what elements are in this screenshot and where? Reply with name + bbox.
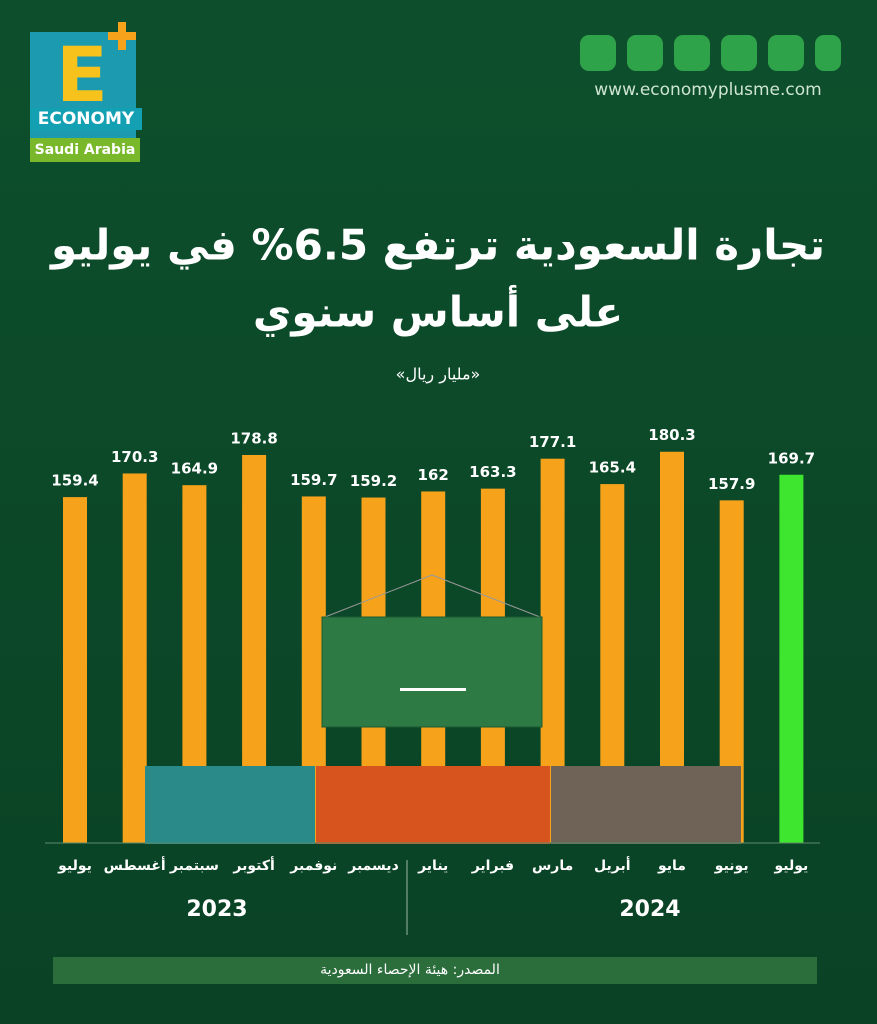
social-icon[interactable] <box>674 35 710 71</box>
social-icon[interactable] <box>815 35 841 71</box>
value-label: 165.4 <box>589 459 636 477</box>
value-label: 178.8 <box>230 430 277 448</box>
x-tick-label: فبراير <box>471 858 514 874</box>
container <box>321 616 543 728</box>
container <box>316 766 550 844</box>
logo-name: ECONOMY <box>38 109 135 129</box>
x-tick-label: أبريل <box>594 856 631 874</box>
value-label: 159.7 <box>290 471 337 489</box>
logo: E ECONOMY Saudi Arabia <box>30 22 142 162</box>
social-icon[interactable] <box>768 35 804 71</box>
x-tick-label: أكتوبر <box>232 856 274 874</box>
value-label: 164.9 <box>171 460 218 478</box>
x-tick-label: مارس <box>532 858 573 874</box>
value-label: 159.2 <box>350 472 397 490</box>
logo-band <box>30 108 142 130</box>
bar <box>122 473 147 843</box>
x-tick-label: يوليو <box>774 858 809 874</box>
container <box>145 766 315 844</box>
bar <box>63 497 87 843</box>
crane-cable <box>324 574 433 618</box>
source-band <box>53 957 817 984</box>
value-label: 180.3 <box>648 426 695 444</box>
logo-region: Saudi Arabia <box>35 142 136 158</box>
value-label: 169.7 <box>768 449 815 467</box>
value-label: 162 <box>418 466 449 484</box>
x-tick-label: مايو <box>657 858 686 874</box>
value-label: 159.4 <box>51 472 98 490</box>
logo-region-band <box>30 138 140 162</box>
group-label: 2024 <box>619 897 680 922</box>
crane-cable <box>431 574 541 618</box>
social-icon[interactable] <box>580 35 616 71</box>
chart-subtitle: «مليار ريال» <box>396 365 481 385</box>
x-tick-label: نوفمبر <box>289 858 337 874</box>
value-label: 170.3 <box>111 448 158 466</box>
chart-title: على أساس سنوي <box>253 285 623 338</box>
value-label: 177.1 <box>529 433 576 451</box>
social-icons <box>580 35 841 71</box>
flag-sword <box>400 688 466 691</box>
chart-title: تجارة السعودية ترتفع 6.5% في يوليو <box>49 221 825 271</box>
containers <box>145 574 741 844</box>
social-icon[interactable] <box>721 35 757 71</box>
bar <box>779 474 804 843</box>
group-label: 2023 <box>186 897 247 922</box>
x-tick-label: سبتمبر <box>169 858 219 874</box>
source: المصدر: هيئة الإحصاء السعودية <box>320 962 500 978</box>
x-tick-label: أغسطس <box>104 856 166 874</box>
logo-letter: E <box>56 30 108 119</box>
value-label: 163.3 <box>469 463 516 481</box>
container <box>551 766 741 844</box>
social-icon[interactable] <box>627 35 663 71</box>
x-tick-label: يوليو <box>57 858 92 874</box>
x-tick-label: ديسمبر <box>347 858 399 874</box>
logo-plus <box>108 32 136 40</box>
website[interactable]: www.economyplusme.com <box>594 80 821 100</box>
x-tick-label: يونيو <box>714 858 749 874</box>
x-tick-label: يناير <box>417 858 448 874</box>
value-label: 157.9 <box>708 475 755 493</box>
